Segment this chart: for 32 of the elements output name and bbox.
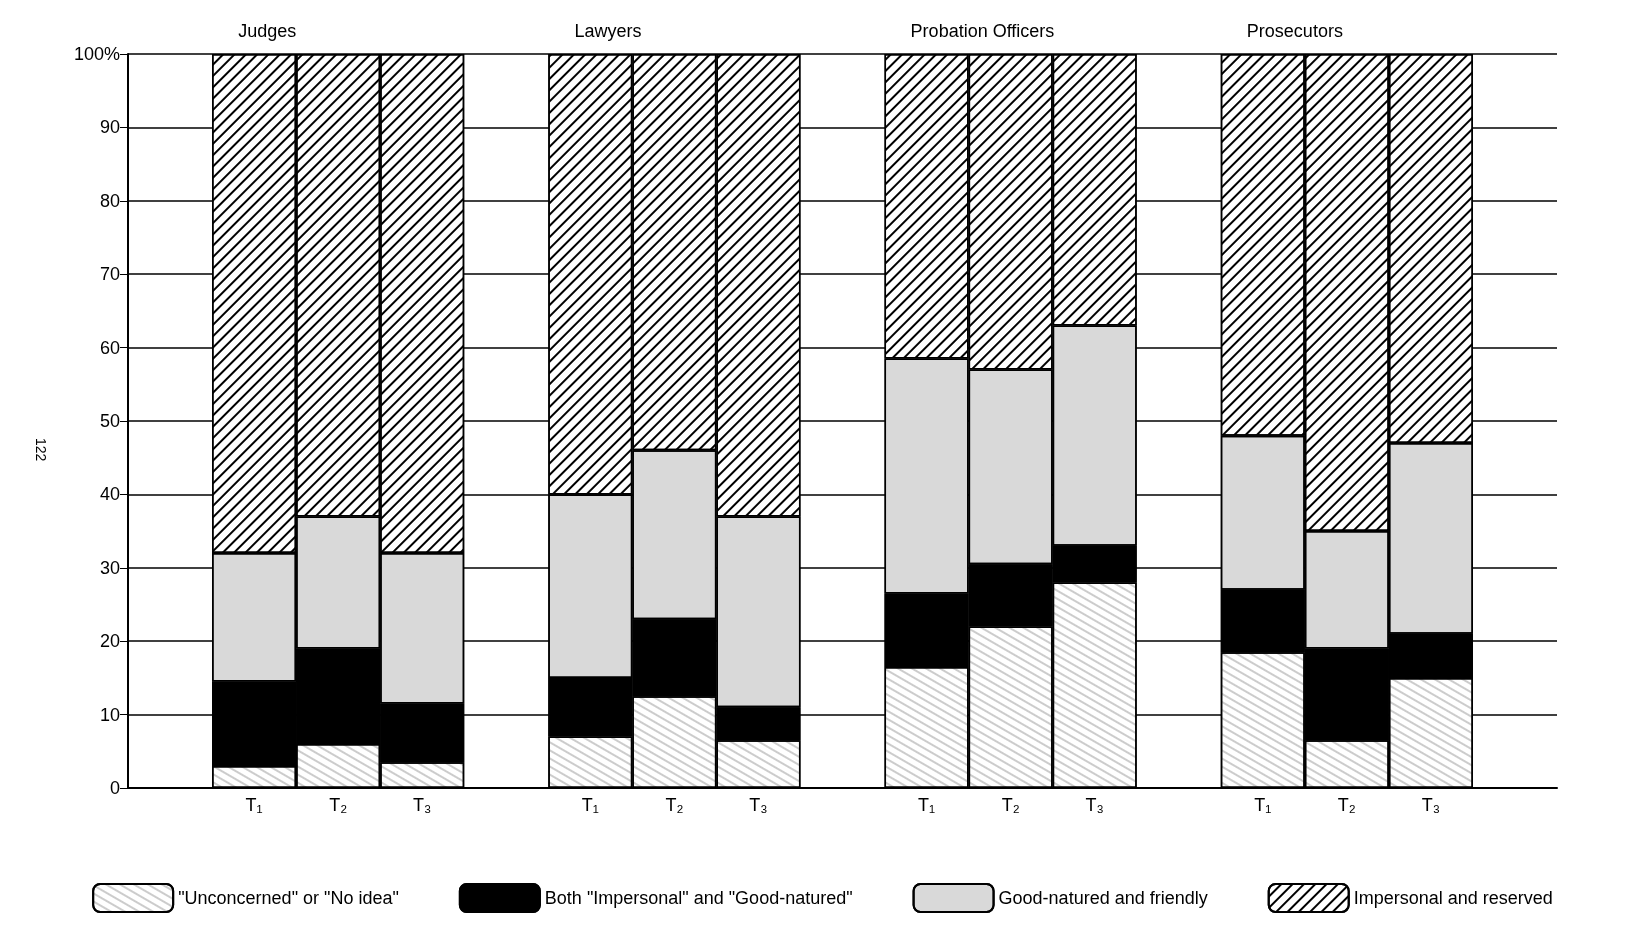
- text: Lawyers: [574, 21, 642, 41]
- y-tick-label: 30: [99, 557, 120, 578]
- y-tick-label: 20: [99, 631, 120, 652]
- x-tick-label: T₂: [1337, 795, 1356, 815]
- text: Probation Officers: [910, 21, 1055, 41]
- y-tick-label: 60: [99, 337, 120, 358]
- x-tick-label: T₁: [918, 795, 936, 815]
- y-tick-label: 10: [99, 704, 120, 725]
- x-tick-label: T₂: [1001, 795, 1020, 815]
- legend-label: Impersonal and reserved: [1353, 888, 1553, 908]
- x-tick-label: T₁: [1254, 795, 1272, 815]
- text: Prosecutors: [1246, 21, 1343, 41]
- x-tick-label: T₁: [245, 795, 263, 815]
- x-tick-label: T₃: [1085, 795, 1104, 815]
- x-tick-label: T₂: [665, 795, 684, 815]
- y-tick-label: 50: [99, 411, 120, 431]
- y-tick-label: 0: [109, 778, 120, 798]
- y-tick-label: 40: [99, 484, 120, 505]
- text: Judges: [238, 21, 297, 41]
- x-tick-label: T₃: [1421, 795, 1441, 815]
- x-tick-label: T₂: [329, 795, 348, 815]
- x-tick-label: T₃: [413, 795, 432, 815]
- x-tick-label: T₁: [581, 795, 599, 815]
- y-tick-label: 90: [99, 117, 120, 138]
- y-tick-label: 100%: [73, 44, 120, 64]
- y-tick-label: 80: [99, 190, 120, 211]
- legend-label: Both "Impersonal" and "Good-natured": [544, 888, 853, 908]
- x-tick-label: T₃: [749, 795, 768, 815]
- text: 122: [33, 438, 49, 462]
- legend-label: Good-natured and friendly: [998, 888, 1208, 908]
- legend-label: "Unconcerned" or "No idea": [178, 888, 399, 908]
- y-tick-label: 70: [99, 264, 120, 285]
